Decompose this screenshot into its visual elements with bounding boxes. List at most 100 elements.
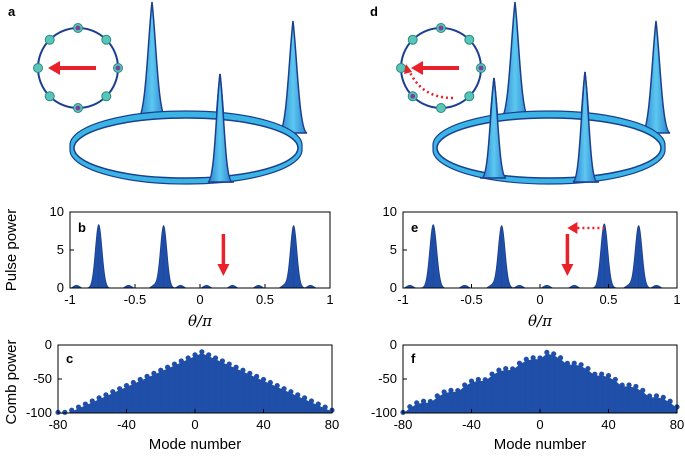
comb-point: [482, 377, 488, 383]
comb-xtick-label: 80: [325, 417, 339, 432]
schematic-dot-inner: [478, 65, 484, 71]
comb-point: [475, 376, 481, 383]
comb-point: [295, 392, 301, 398]
comb-point: [302, 395, 308, 401]
comb-point: [267, 379, 273, 386]
ring-pulse-peak: [137, 1, 167, 119]
comb-point: [240, 367, 246, 373]
comb-point: [516, 360, 523, 366]
comb-point: [605, 373, 612, 379]
comb-point: [130, 379, 136, 386]
comb-point: [322, 404, 328, 410]
comb-point: [185, 355, 191, 361]
pulse-ytick-label: 10: [383, 204, 397, 219]
schematic-dot-inner: [75, 25, 81, 31]
pulse-xtick-label: -1: [64, 292, 76, 307]
schematic-dot: [464, 91, 475, 102]
comb-point: [530, 355, 536, 361]
comb-point: [544, 349, 550, 355]
pulse-xtick-label: 0.5: [256, 292, 274, 307]
schematic-dot-inner: [438, 25, 444, 31]
comb-xtick-label: -40: [462, 417, 481, 432]
comb-point: [667, 398, 673, 404]
comb-point: [308, 398, 315, 404]
comb-point: [206, 352, 212, 358]
comb-point: [427, 398, 433, 405]
schematic-dot: [33, 63, 43, 73]
comb-point: [151, 370, 157, 376]
comb-point: [434, 393, 440, 399]
comb-point: [523, 356, 529, 362]
pulse-dotted-arrowhead: [567, 222, 578, 234]
comb-point: [226, 361, 232, 367]
pulse-ytick-label: 0: [57, 280, 64, 295]
comb-point: [281, 386, 287, 392]
comb-point: [578, 362, 584, 368]
comb-point: [653, 393, 660, 399]
schematic-arrowhead: [411, 61, 423, 75]
panel-label-f: f: [411, 351, 416, 366]
comb-point: [117, 386, 123, 392]
comb-point: [633, 383, 639, 390]
comb-point: [551, 351, 557, 357]
pulse-xtick-label: 1: [673, 292, 680, 307]
comb-point: [192, 352, 198, 358]
schematic-dot-inner: [410, 93, 416, 99]
pulse-xtick-label: -0.5: [124, 292, 146, 307]
comb-ytick-label: -50: [33, 371, 52, 386]
comb-point: [158, 367, 164, 373]
comb-point: [496, 367, 502, 373]
comb-point: [448, 387, 454, 393]
pulse-xtick-label: -0.5: [460, 292, 482, 307]
pulse-xtick-label: 0.5: [599, 292, 617, 307]
pulse-area: [69, 224, 330, 289]
ring-inner: [436, 117, 662, 179]
pulse-xtick-label: 0: [196, 292, 203, 307]
comb-point: [420, 398, 427, 404]
ring-inner: [73, 117, 299, 179]
comb-xtick-label: 0: [536, 417, 543, 432]
comb-point: [407, 404, 413, 410]
comb-point: [640, 387, 646, 393]
schematic-dot-inner: [115, 65, 121, 71]
comb-xlabel: Mode number: [149, 436, 242, 453]
pulse-xtick-label: -1: [397, 292, 409, 307]
comb-power-ylabel: Comb power: [3, 339, 20, 424]
pulse-ytick-label: 0: [390, 280, 397, 295]
pulse-ytick-label: 5: [390, 242, 397, 257]
pulse-xtick-label: 0: [536, 292, 543, 307]
pulse-ytick-label: 5: [57, 242, 64, 257]
pulse-power-ylabel: Pulse power: [3, 209, 20, 292]
comb-point: [69, 407, 75, 413]
schematic-dot: [44, 34, 55, 45]
comb-point: [260, 376, 267, 383]
comb-point: [212, 355, 219, 361]
comb-ytick-label: -100: [371, 405, 397, 420]
comb-ytick-label: 0: [45, 337, 52, 352]
comb-xtick-label: 40: [256, 417, 270, 432]
comb-point: [441, 389, 447, 395]
comb-point: [503, 366, 509, 372]
schematic-dot: [436, 103, 446, 113]
schematic-dot: [44, 91, 55, 102]
ring-pulse-peak-front: [572, 71, 598, 183]
comb-point: [165, 364, 171, 370]
comb-point: [96, 395, 102, 401]
schematic-dotted-arrow: [407, 69, 454, 100]
comb-point: [660, 394, 666, 400]
comb-ytick-label: -50: [378, 371, 397, 386]
pulse-arrowhead: [561, 264, 574, 276]
comb-point: [62, 409, 68, 415]
schematic-arrowhead: [48, 61, 60, 75]
comb-point: [219, 358, 225, 364]
comb-xtick-label: -80: [394, 417, 413, 432]
comb-point: [75, 404, 82, 410]
comb-point: [247, 370, 253, 376]
panel-label-c: c: [66, 351, 73, 366]
comb-xtick-label: 0: [191, 417, 198, 432]
comb-point: [82, 401, 88, 407]
comb-point: [462, 382, 468, 388]
comb-point: [599, 371, 605, 377]
comb-point: [626, 382, 632, 388]
